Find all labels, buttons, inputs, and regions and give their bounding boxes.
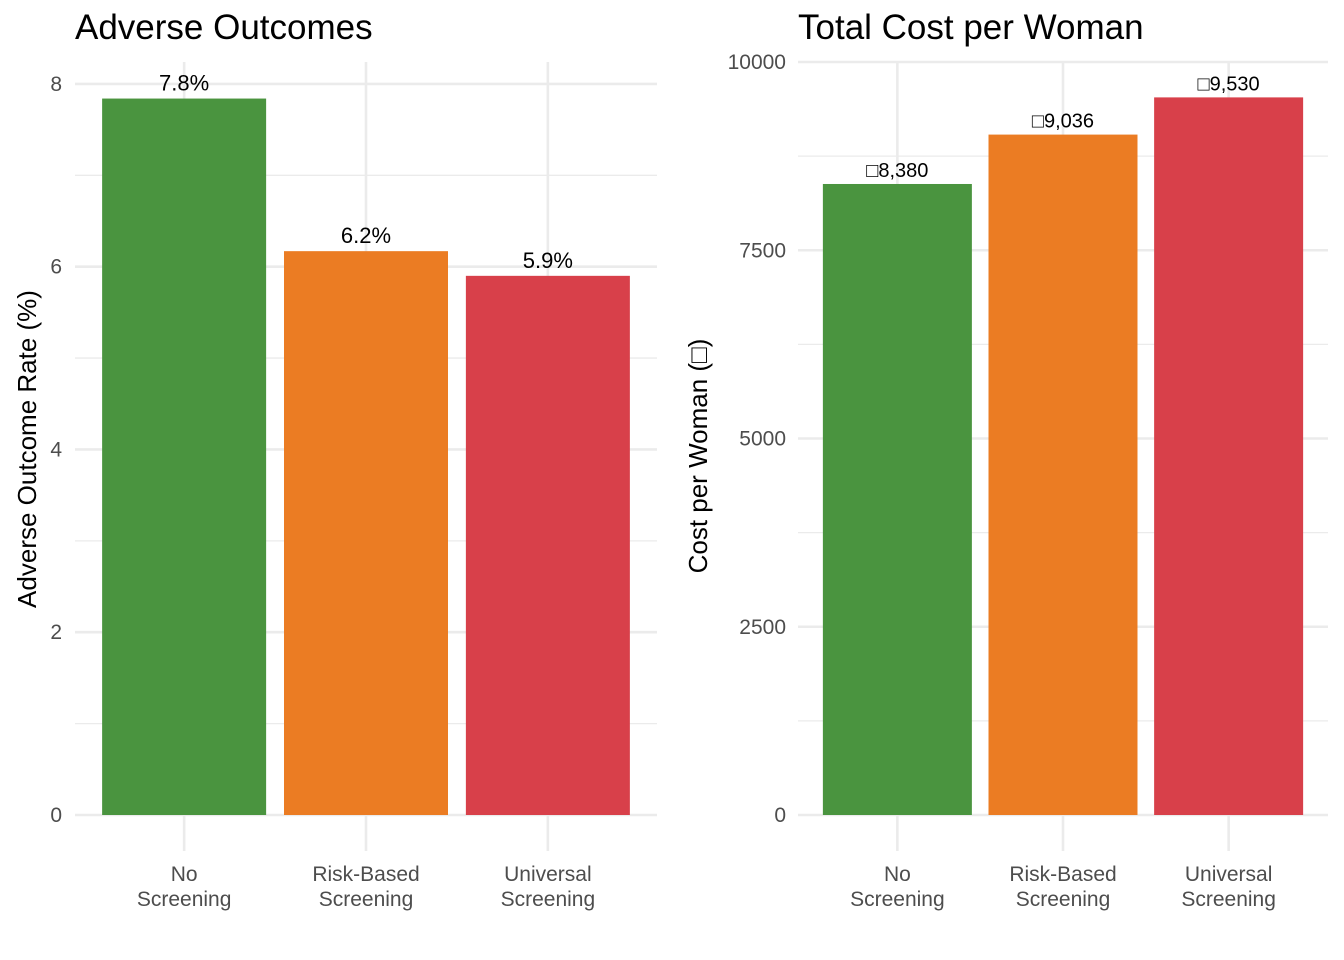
y-tick-label: 7500 (739, 239, 786, 262)
data-label-risk-based-screening: □9,036 (1032, 111, 1094, 133)
bar-universal-screening (1154, 97, 1304, 816)
x-tick-label-no-screening: No Screening (850, 863, 945, 911)
x-tick-label-universal-screening: Universal Screening (501, 863, 596, 911)
y-tick-label: 5000 (739, 428, 786, 451)
chart-title: Total Cost per Woman (798, 8, 1144, 47)
data-label-no-screening: 7.8% (159, 71, 209, 96)
x-tick-label-risk-based-screening: Risk-Based Screening (1009, 863, 1116, 911)
x-tick-label-universal-screening: Universal Screening (1181, 863, 1276, 911)
total-cost-panel: Total Cost per Woman Cost per Woman (□) … (683, 8, 1328, 911)
chart-title: Adverse Outcomes (75, 8, 373, 47)
data-label-no-screening: □8,380 (866, 160, 928, 182)
data-labels: □8,380 □9,036 □9,530 (866, 73, 1259, 182)
x-ticks: No Screening Risk-Based Screening Universal S… (137, 863, 595, 911)
bar-universal-screening (465, 275, 630, 815)
y-ticks: 0 2 4 6 8 (50, 73, 62, 827)
bar-risk-based-screening (284, 251, 448, 816)
y-axis-label: Adverse Outcome Rate (%) (12, 290, 42, 608)
data-label-universal-screening: □9,530 (1198, 73, 1260, 95)
data-labels: 7.8% 6.2% 5.9% (159, 71, 573, 273)
y-ticks: 0 2500 5000 7500 10000 (728, 51, 786, 827)
y-tick-label: 2 (50, 621, 62, 644)
y-axis-label: Cost per Woman (□) (683, 339, 713, 574)
x-tick-label-risk-based-screening: Risk-Based Screening (312, 863, 419, 911)
x-ticks: No Screening Risk-Based Screening Universal S… (850, 863, 1276, 911)
y-tick-label: 6 (50, 256, 62, 279)
y-tick-label: 2500 (739, 616, 786, 639)
data-label-risk-based-screening: 6.2% (341, 223, 391, 248)
bar-risk-based-screening (988, 134, 1138, 815)
bars (102, 98, 630, 816)
y-tick-label: 0 (774, 804, 786, 827)
bar-no-screening (822, 183, 972, 816)
y-tick-label: 10000 (728, 51, 786, 74)
bar-no-screening (102, 98, 267, 815)
y-tick-label: 4 (50, 438, 62, 461)
y-tick-label: 0 (50, 804, 62, 827)
adverse-outcomes-panel: Adverse Outcomes Adverse Outcome Rate (%… (12, 8, 657, 911)
bars (822, 97, 1304, 816)
x-tick-label-no-screening: No Screening (137, 863, 232, 911)
y-tick-label: 8 (50, 73, 62, 96)
data-label-universal-screening: 5.9% (523, 248, 573, 273)
